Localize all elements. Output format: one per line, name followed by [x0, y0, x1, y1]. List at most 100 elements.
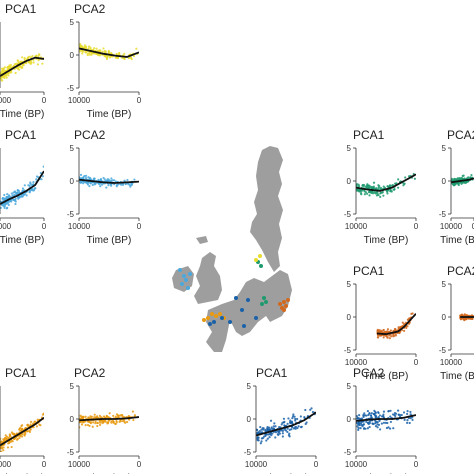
data-point [87, 416, 90, 419]
x-tick-label: 10000 [68, 96, 91, 105]
data-point [289, 422, 292, 425]
plot-area [0, 412, 44, 452]
y-tick-label: 5 [347, 144, 352, 153]
y-tick-label: 5 [442, 280, 447, 289]
x-axis-label: Time (BP) [87, 235, 132, 246]
data-point [411, 312, 414, 315]
data-point [12, 198, 15, 201]
data-point [115, 421, 118, 424]
data-point [37, 55, 40, 58]
data-point [82, 182, 85, 185]
map-sample-point [184, 278, 188, 282]
data-point [281, 432, 284, 435]
data-point [83, 180, 86, 184]
data-point [363, 412, 366, 415]
data-point [99, 49, 102, 52]
panel-title: PCA1 [5, 128, 37, 142]
data-point [107, 184, 110, 187]
data-point [264, 429, 267, 433]
data-point [97, 54, 100, 57]
data-point [19, 426, 22, 430]
data-point [294, 417, 297, 421]
y-tick-label: 0 [347, 313, 352, 322]
data-point [385, 334, 388, 337]
map-sample-point [218, 312, 222, 316]
x-tick-label: 0 [42, 460, 47, 469]
data-point [3, 206, 6, 210]
data-point [359, 427, 362, 430]
map-sample-point [282, 308, 286, 312]
data-point [358, 417, 361, 420]
data-point [95, 47, 98, 50]
data-point [389, 329, 392, 332]
map-sample-point [186, 286, 190, 290]
data-point [14, 202, 17, 206]
y-tick-label: -5 [344, 448, 352, 457]
panel-title: PCA1 [5, 366, 37, 380]
data-point [404, 176, 407, 179]
data-point [451, 179, 454, 182]
data-point [88, 184, 91, 188]
x-axis-label: Time (BP) [364, 235, 409, 246]
data-point [121, 183, 125, 186]
map-sample-point [284, 304, 288, 308]
map-sample-point [178, 268, 182, 272]
data-point [374, 421, 377, 424]
data-point [387, 409, 390, 413]
data-point [403, 329, 406, 332]
trend-line [79, 47, 139, 58]
data-point [368, 191, 371, 194]
data-point [385, 426, 389, 430]
data-point [364, 427, 367, 430]
data-point [284, 429, 288, 432]
data-point [256, 436, 259, 439]
data-point [124, 421, 127, 424]
data-point [102, 47, 105, 50]
data-point [379, 195, 382, 198]
map-sample-point [264, 300, 268, 304]
y-tick-label: 0 [70, 177, 75, 186]
data-point [5, 435, 9, 438]
map-sample-points [178, 254, 290, 328]
continent-landmass [206, 270, 292, 352]
data-point [257, 439, 260, 442]
x-tick-label: 10000 [345, 358, 368, 367]
x-axis-label: Time (BP) [440, 371, 474, 382]
data-point [278, 426, 281, 429]
data-point [369, 414, 372, 417]
data-point [42, 165, 44, 168]
data-point [287, 417, 290, 420]
data-point [108, 412, 111, 415]
data-point [266, 426, 269, 429]
data-point [40, 178, 43, 181]
data-point [262, 428, 265, 431]
data-point [304, 422, 307, 426]
data-point [106, 56, 109, 59]
data-point [87, 47, 90, 50]
data-point [92, 177, 96, 180]
map-sample-point [260, 302, 264, 306]
data-point [21, 424, 24, 427]
data-point [116, 414, 120, 417]
plot-area [356, 409, 416, 431]
data-point [89, 48, 92, 51]
data-point [86, 182, 89, 185]
data-point [272, 427, 275, 430]
data-point [135, 47, 138, 50]
chart-panel: PCA1 10000 0 Time (BP) [0, 128, 47, 246]
data-point [297, 425, 300, 428]
data-point [82, 177, 85, 180]
y-tick-label: 5 [347, 382, 352, 391]
panel-title: PCA2 [353, 366, 385, 380]
data-point [408, 317, 411, 320]
data-point [112, 414, 115, 417]
plot-area [0, 165, 44, 210]
data-point [409, 413, 412, 416]
data-point [272, 425, 275, 428]
data-point [81, 45, 84, 48]
